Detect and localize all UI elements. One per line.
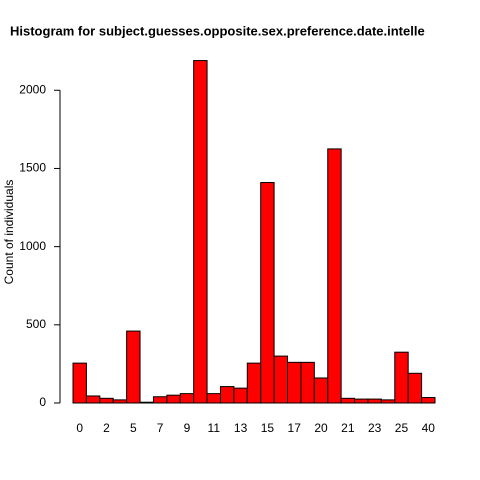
bar: [287, 361, 302, 404]
y-tick-label: 1000: [19, 239, 46, 253]
x-tick-label: 5: [130, 421, 137, 435]
x-tick-label: 13: [234, 421, 248, 435]
bar: [367, 398, 382, 404]
bar: [206, 393, 221, 404]
x-tick-label: 9: [184, 421, 191, 435]
bar: [407, 372, 423, 404]
bar: [421, 397, 436, 404]
bar: [327, 148, 342, 404]
bar: [126, 330, 141, 404]
x-tick-label: 0: [76, 421, 83, 435]
y-tick-label: 2000: [19, 82, 46, 96]
bar: [313, 377, 329, 404]
x-tick-label: 25: [395, 421, 409, 435]
y-axis-label: Count of individuals: [2, 180, 16, 285]
x-tick-label: 20: [314, 421, 328, 435]
bar: [193, 60, 208, 404]
x-tick-label: 15: [261, 421, 275, 435]
x-tick-label: 11: [208, 421, 221, 435]
bar: [179, 393, 195, 404]
bar: [260, 182, 275, 404]
bar: [233, 387, 248, 404]
x-tick-label: 23: [368, 421, 382, 435]
bar: [152, 396, 168, 404]
bar: [340, 397, 356, 404]
x-tick-label: 40: [422, 421, 436, 435]
bar: [394, 351, 409, 404]
x-tick-label: 17: [288, 421, 302, 435]
y-tick-label: 1500: [19, 161, 46, 175]
y-tick-label: 500: [26, 317, 46, 331]
bar: [300, 361, 315, 404]
y-tick-label: 0: [39, 395, 46, 409]
bar: [139, 401, 154, 404]
bar: [85, 395, 101, 404]
x-tick-label: 2: [103, 421, 110, 435]
bar: [246, 362, 262, 404]
x-tick-label: 7: [157, 421, 164, 435]
bar: [219, 386, 235, 404]
bar: [166, 394, 181, 404]
bar: [112, 399, 128, 404]
bar: [380, 399, 396, 404]
bar: [99, 397, 114, 404]
bar: [72, 362, 87, 404]
bar: [354, 398, 369, 404]
chart-title: Histogram for subject.guesses.opposite.s…: [10, 23, 425, 38]
x-tick-label: 21: [341, 421, 355, 435]
bar: [273, 355, 289, 404]
